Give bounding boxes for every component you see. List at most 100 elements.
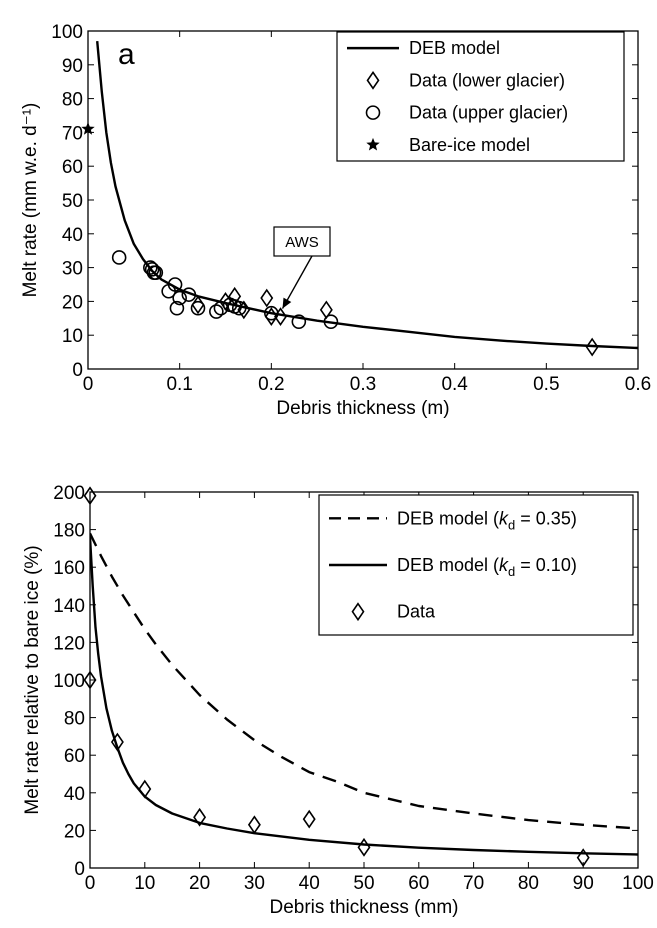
y-axis-label: Melt rate (mm w.e. d⁻¹) bbox=[20, 103, 41, 298]
legend-entry-label: Data bbox=[397, 602, 436, 622]
y-tick-label: 30 bbox=[62, 259, 83, 280]
x-tick-label: 0 bbox=[83, 374, 94, 395]
legend-entry-label: DEB model (kd = 0.35) bbox=[397, 508, 577, 532]
y-axis-label: Melt rate relative to bare ice (%) bbox=[22, 545, 43, 814]
data-point-circle bbox=[323, 314, 339, 329]
series-layer bbox=[96, 40, 638, 350]
y-tick-label: 200 bbox=[53, 483, 85, 504]
legend-entry-label: DEB model (kd = 0.10) bbox=[397, 555, 577, 579]
data-point-circle bbox=[190, 300, 206, 316]
x-tick-label: 70 bbox=[463, 873, 484, 894]
series-line-2 bbox=[90, 537, 638, 856]
series-layer bbox=[90, 532, 638, 856]
legend-text-sub: d bbox=[508, 517, 515, 532]
legend-text-suffix: = 0.35) bbox=[515, 508, 577, 528]
data-point-diamond bbox=[357, 837, 371, 857]
data-point-diamond bbox=[193, 807, 207, 827]
data-point-circle bbox=[213, 300, 229, 316]
annotation-label: AWS bbox=[285, 234, 319, 251]
data-point-diamond bbox=[260, 288, 274, 308]
y-tick-label: 40 bbox=[62, 225, 83, 246]
x-tick-label: 0.6 bbox=[625, 374, 651, 395]
data-point-circle bbox=[148, 265, 164, 280]
legend: DEB model (kd = 0.35)DEB model (kd = 0.1… bbox=[318, 494, 634, 636]
data-point-circle bbox=[172, 290, 187, 306]
data-point-diamond bbox=[247, 815, 261, 835]
panel-label: a bbox=[118, 38, 135, 71]
y-tick-label: 120 bbox=[53, 633, 85, 654]
y-tick-label: 60 bbox=[62, 157, 83, 178]
y-tick-label: 20 bbox=[64, 821, 85, 842]
y-tick-label: 0 bbox=[74, 859, 85, 880]
y-tick-label: 60 bbox=[64, 746, 85, 767]
legend-entry-label: Data (upper glacier) bbox=[409, 103, 568, 123]
x-tick-label: 60 bbox=[408, 873, 429, 894]
y-tick-label: 90 bbox=[62, 56, 83, 77]
y-tick-label: 80 bbox=[64, 709, 85, 730]
y-tick-label: 80 bbox=[62, 90, 83, 111]
data-point-diamond bbox=[138, 779, 152, 799]
x-tick-label: 10 bbox=[134, 873, 155, 894]
annotation-arrowhead bbox=[282, 297, 292, 309]
legend-text-prefix: DEB model ( bbox=[397, 508, 499, 528]
x-tick-label: 40 bbox=[299, 873, 320, 894]
data-point-diamond bbox=[302, 809, 316, 829]
x-tick-label: 50 bbox=[353, 873, 374, 894]
data-point-circle bbox=[111, 250, 127, 265]
data-point-circle bbox=[209, 304, 224, 319]
x-tick-label: 0 bbox=[85, 873, 96, 894]
x-tick-label: 0.2 bbox=[258, 374, 284, 395]
data-point-diamond bbox=[110, 732, 124, 752]
data-point-circle bbox=[291, 314, 307, 329]
y-tick-label: 70 bbox=[62, 123, 83, 144]
y-tick-label: 20 bbox=[62, 292, 83, 313]
data-point-circle bbox=[264, 305, 279, 321]
y-tick-label: 140 bbox=[53, 596, 85, 617]
x-axis-label: Debris thickness (mm) bbox=[270, 897, 459, 918]
legend-text-sub: d bbox=[508, 564, 515, 579]
annotation-arrow bbox=[281, 255, 313, 309]
y-tick-label: 180 bbox=[53, 521, 85, 542]
legend: DEB model Data (lower glacier) Data (upper… bbox=[336, 31, 625, 162]
chart-panel-2: 0 10 20 30 40 50 60 70 80 90 100 0 20 40 60 80 100 120 140… bbox=[22, 483, 654, 918]
legend-text-var: k bbox=[499, 555, 509, 575]
series-line-1 bbox=[96, 40, 638, 350]
data-point-circle bbox=[167, 277, 183, 292]
data-point-diamond bbox=[274, 307, 287, 327]
y-tick-label: 100 bbox=[53, 671, 85, 692]
legend-text-suffix: = 0.10) bbox=[515, 555, 577, 575]
x-axis-label: Debris thickness (m) bbox=[276, 398, 449, 419]
x-tick-label: 90 bbox=[573, 873, 594, 894]
x-tick-label: 0.5 bbox=[533, 374, 559, 395]
data-point-diamond bbox=[585, 337, 599, 357]
x-tick-label: 80 bbox=[518, 873, 539, 894]
y-tick-label: 50 bbox=[62, 191, 83, 212]
data-point-circle bbox=[231, 300, 247, 316]
legend-marker-star bbox=[366, 137, 380, 151]
legend-marker-diamond bbox=[351, 602, 365, 622]
y-tick-label: 0 bbox=[72, 360, 83, 381]
x-tick-label: 100 bbox=[622, 873, 654, 894]
legend-text-prefix: DEB model ( bbox=[397, 555, 499, 575]
legend-box bbox=[336, 31, 625, 162]
data-point-diamond bbox=[264, 307, 278, 327]
legend-entry-label: Bare-ice model bbox=[409, 135, 530, 155]
x-tick-label: 30 bbox=[244, 873, 265, 894]
data-point-diamond bbox=[83, 670, 97, 690]
data-point-diamond bbox=[237, 300, 251, 320]
data-point-star bbox=[81, 122, 95, 135]
y-tick-label: 40 bbox=[64, 784, 85, 805]
y-tick-label: 10 bbox=[62, 326, 83, 347]
x-tick-label: 0.3 bbox=[350, 374, 376, 395]
x-tick-label: 0.4 bbox=[441, 374, 468, 395]
legend-marker-circle bbox=[365, 105, 381, 120]
legend-marker-diamond bbox=[366, 70, 380, 90]
x-tick-label: 0.1 bbox=[166, 374, 192, 395]
legend-entry-label: Data (lower glacier) bbox=[409, 70, 565, 90]
data-point-circle bbox=[169, 300, 185, 316]
annotation-box bbox=[273, 226, 331, 257]
x-tick-label: 20 bbox=[189, 873, 210, 894]
legend-entry-label: DEB model bbox=[409, 38, 500, 58]
data-point-diamond bbox=[83, 486, 97, 506]
